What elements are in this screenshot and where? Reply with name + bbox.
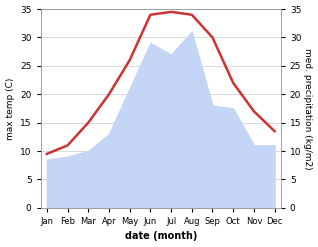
X-axis label: date (month): date (month) — [125, 231, 197, 242]
Y-axis label: max temp (C): max temp (C) — [5, 77, 15, 140]
Y-axis label: med. precipitation (kg/m2): med. precipitation (kg/m2) — [303, 48, 313, 169]
